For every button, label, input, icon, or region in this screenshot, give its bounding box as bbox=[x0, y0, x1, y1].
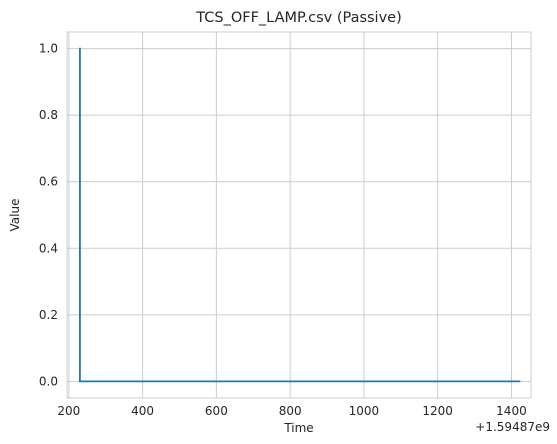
grid bbox=[67, 32, 531, 398]
y-tick-label: 0.0 bbox=[39, 374, 58, 388]
y-tick-label: 0.4 bbox=[39, 241, 58, 255]
series-layer bbox=[79, 49, 520, 382]
x-tick-label: 1400 bbox=[496, 404, 527, 418]
x-tick-label: 1000 bbox=[349, 404, 380, 418]
x-tick-label: 200 bbox=[57, 404, 80, 418]
plot-area-border bbox=[67, 32, 531, 398]
x-tick-labels: 200 400 600 800 1000 1200 1400 bbox=[57, 404, 526, 418]
y-axis-label: Value bbox=[8, 199, 22, 232]
y-tick-label: 1.0 bbox=[39, 42, 58, 56]
y-tick-label: 0.6 bbox=[39, 175, 58, 189]
chart-title: TCS_OFF_LAMP.csv (Passive) bbox=[195, 10, 402, 26]
x-tick-label: 400 bbox=[131, 404, 154, 418]
y-tick-labels: 0.0 0.2 0.4 0.6 0.8 1.0 bbox=[39, 42, 58, 389]
series-line bbox=[79, 49, 520, 382]
x-axis-label: Time bbox=[283, 421, 313, 435]
x-tick-label: 1200 bbox=[422, 404, 453, 418]
x-tick-label: 600 bbox=[205, 404, 228, 418]
y-tick-label: 0.2 bbox=[39, 308, 58, 322]
x-tick-label: 800 bbox=[279, 404, 302, 418]
x-axis-offset: +1.59487e9 bbox=[475, 420, 550, 434]
y-tick-label: 0.8 bbox=[39, 108, 58, 122]
